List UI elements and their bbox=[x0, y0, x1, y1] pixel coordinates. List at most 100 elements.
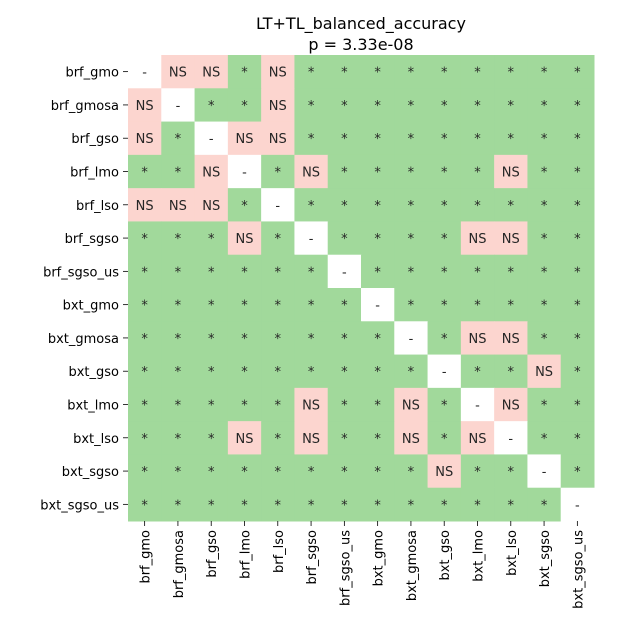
y-tick-label: brf_gso bbox=[71, 132, 119, 147]
cell-label: * bbox=[341, 365, 348, 380]
heatmap-cell bbox=[427, 55, 462, 89]
cell-label: * bbox=[541, 199, 548, 214]
cell-label: NS bbox=[469, 432, 487, 447]
cell-label: * bbox=[574, 365, 581, 380]
heatmap-cell bbox=[194, 321, 229, 356]
y-tick-label: brf_gmosa bbox=[51, 99, 119, 114]
cell-label: * bbox=[208, 299, 215, 314]
cell-label: * bbox=[141, 166, 148, 181]
cell-label: * bbox=[341, 299, 348, 314]
cell-label: * bbox=[208, 399, 215, 414]
heatmap-cell bbox=[128, 354, 162, 389]
heatmap-cell bbox=[560, 154, 595, 189]
cell-label: * bbox=[374, 365, 381, 380]
heatmap-cell bbox=[427, 454, 462, 489]
heatmap-cell bbox=[128, 154, 162, 189]
cell-label: * bbox=[541, 399, 548, 414]
cell-label: * bbox=[441, 432, 448, 447]
cell-label: * bbox=[241, 99, 248, 114]
cell-label: * bbox=[141, 399, 148, 414]
heatmap-cell bbox=[494, 454, 528, 489]
cell-label: * bbox=[175, 299, 182, 314]
cell-label: NS bbox=[469, 232, 487, 247]
cell-label: * bbox=[474, 365, 481, 380]
cell-label: * bbox=[208, 498, 215, 513]
cell-label: NS bbox=[236, 432, 254, 447]
heatmap-cell bbox=[394, 421, 429, 455]
cell-label: NS bbox=[269, 99, 287, 114]
cell-label: * bbox=[408, 66, 415, 81]
cell-label: * bbox=[308, 199, 315, 214]
heatmap-cell bbox=[327, 454, 362, 489]
cell-label: * bbox=[341, 99, 348, 114]
cell-label: - bbox=[242, 166, 247, 181]
heatmap-cell bbox=[427, 154, 462, 189]
heatmap-cell bbox=[161, 121, 196, 156]
chart-subtitle: p = 3.33e-08 bbox=[308, 35, 413, 54]
heatmap-cell bbox=[361, 154, 395, 189]
cell-label: * bbox=[341, 166, 348, 181]
heatmap-cell bbox=[361, 55, 395, 89]
cell-label: NS bbox=[302, 166, 320, 181]
cell-label: * bbox=[374, 432, 381, 447]
cell-label: * bbox=[241, 498, 248, 513]
heatmap-cell bbox=[494, 221, 528, 256]
heatmap-cell bbox=[161, 154, 196, 189]
cell-label: * bbox=[508, 199, 515, 214]
heatmap-cell bbox=[261, 88, 295, 123]
heatmap-cell bbox=[161, 321, 196, 356]
cell-label: * bbox=[275, 332, 282, 347]
heatmap-cell bbox=[227, 154, 262, 189]
heatmap-cell bbox=[394, 454, 429, 489]
heatmap-cell bbox=[161, 487, 196, 522]
cell-label: * bbox=[474, 299, 481, 314]
heatmap-cell bbox=[227, 387, 262, 422]
heatmap-cell bbox=[527, 454, 562, 489]
cell-label: * bbox=[141, 498, 148, 513]
cell-label: * bbox=[374, 399, 381, 414]
cell-label: * bbox=[275, 265, 282, 280]
cell-label: * bbox=[341, 399, 348, 414]
heatmap-cell bbox=[227, 254, 262, 289]
cell-label: * bbox=[308, 132, 315, 147]
cell-label: * bbox=[175, 432, 182, 447]
cell-label: * bbox=[574, 132, 581, 147]
heatmap-cell bbox=[128, 421, 162, 455]
heatmap-cell bbox=[294, 487, 329, 522]
cell-label: * bbox=[241, 332, 248, 347]
heatmap-cell bbox=[128, 454, 162, 489]
heatmap-cell bbox=[261, 354, 295, 389]
cell-label: * bbox=[508, 66, 515, 81]
heatmap-cell bbox=[227, 55, 262, 89]
y-tick-label: bxt_gso bbox=[68, 365, 119, 380]
heatmap-cell bbox=[327, 421, 362, 455]
y-tick-label: bxt_lso bbox=[73, 432, 119, 447]
cell-label: * bbox=[541, 332, 548, 347]
cell-label: * bbox=[275, 432, 282, 447]
cell-label: * bbox=[408, 199, 415, 214]
cell-label: * bbox=[408, 498, 415, 513]
heatmap-cell bbox=[394, 354, 429, 389]
y-tick-label: bxt_lmo bbox=[67, 399, 119, 414]
cell-label: * bbox=[374, 99, 381, 114]
cell-label: NS bbox=[502, 399, 520, 414]
cell-label: * bbox=[541, 166, 548, 181]
heatmap-cell bbox=[227, 354, 262, 389]
heatmap-cell bbox=[361, 254, 395, 289]
heatmap-cell bbox=[527, 421, 562, 455]
cell-label: NS bbox=[202, 166, 220, 181]
heatmap-cell bbox=[361, 188, 395, 222]
cell-label: * bbox=[508, 498, 515, 513]
heatmap-cell bbox=[394, 121, 429, 156]
heatmap-cell bbox=[194, 454, 229, 489]
cell-label: * bbox=[141, 465, 148, 480]
heatmap-cell bbox=[227, 321, 262, 356]
heatmap-cell bbox=[560, 454, 595, 489]
heatmap-cell bbox=[394, 288, 429, 322]
heatmap-cell bbox=[327, 487, 362, 522]
heatmap-cell bbox=[294, 454, 329, 489]
cell-label: * bbox=[275, 399, 282, 414]
heatmap-cell bbox=[294, 154, 329, 189]
heatmap-cell bbox=[294, 188, 329, 222]
heatmap-cell bbox=[261, 254, 295, 289]
